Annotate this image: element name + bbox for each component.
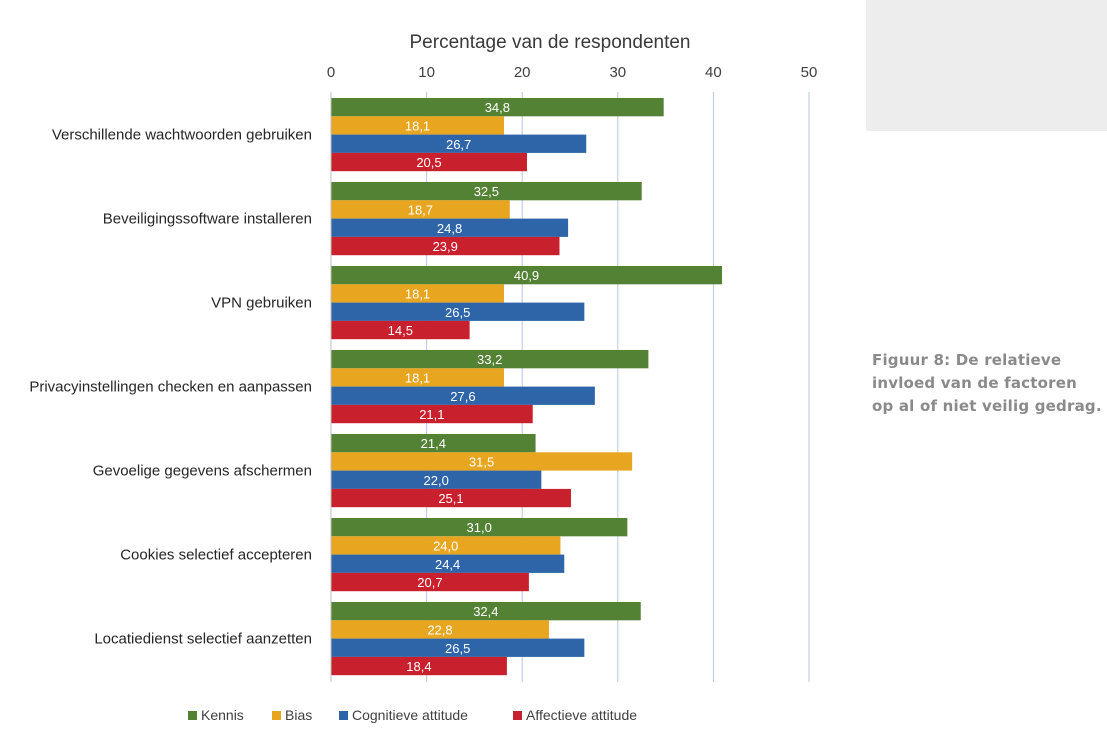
bar-kennis (331, 182, 642, 201)
legend-label: Kennis (201, 707, 244, 723)
bar-data-label: 18,1 (405, 286, 430, 301)
bar-cognitieve-attitude (331, 134, 587, 153)
bar-cognitieve-attitude (331, 218, 569, 237)
bar-bias (331, 284, 505, 303)
legend-swatch (339, 711, 348, 720)
bar-data-label: 22,0 (424, 473, 449, 488)
bar-bias (331, 200, 510, 219)
x-tick-label: 20 (514, 64, 531, 81)
bar-data-label: 21,1 (419, 407, 444, 422)
bar-data-label: 34,8 (485, 100, 510, 115)
category-label: Verschillende wachtwoorden gebruiken (52, 127, 312, 144)
bar-data-label: 20,5 (416, 155, 441, 170)
bar-data-label: 24,0 (433, 538, 458, 553)
bar-data-label: 26,5 (445, 641, 470, 656)
bar-bias (331, 536, 561, 555)
x-tick-label: 30 (609, 64, 626, 81)
x-tick-label: 0 (327, 64, 335, 81)
bar-cognitieve-attitude (331, 386, 595, 405)
bar-kennis (331, 434, 536, 453)
legend-swatch (272, 711, 281, 720)
bar-affectieve-attitude (331, 152, 527, 172)
bar-data-label: 20,7 (417, 575, 442, 590)
bar-affectieve-attitude (331, 320, 470, 340)
bar-bias (331, 116, 505, 135)
bar-affectieve-attitude (331, 404, 533, 424)
bar-data-label: 18,1 (405, 118, 430, 133)
x-tick-label: 10 (418, 64, 435, 81)
category-label: Cookies selectief accepteren (120, 547, 312, 564)
x-tick-label: 40 (705, 64, 722, 81)
bar-data-label: 24,8 (437, 221, 462, 236)
legend-swatch (188, 711, 197, 720)
bar-data-label: 26,5 (445, 305, 470, 320)
bar-data-label: 23,9 (433, 239, 458, 254)
bar-data-label: 31,0 (467, 520, 492, 535)
bar-affectieve-attitude (331, 236, 560, 256)
legend-label: Cognitieve attitude (352, 707, 468, 723)
bar-cognitieve-attitude (331, 302, 585, 321)
figure-caption: Figuur 8: De relatieve invloed van de fa… (872, 351, 1102, 415)
legend-label: Bias (285, 707, 312, 723)
bar-data-label: 40,9 (514, 268, 539, 283)
category-label: Gevoelige gegevens afschermen (93, 463, 312, 480)
bar-cognitieve-attitude (331, 638, 585, 657)
bar-data-label: 26,7 (446, 137, 471, 152)
grey-corner-box (866, 0, 1107, 131)
bar-kennis (331, 98, 664, 117)
bar-data-label: 18,7 (408, 202, 433, 217)
category-label: VPN gebruiken (211, 295, 312, 312)
bar-data-label: 24,4 (435, 557, 460, 572)
bar-bias (331, 368, 505, 387)
bar-affectieve-attitude (331, 656, 507, 676)
category-label: Locatiedienst selectief aanzetten (94, 631, 312, 648)
bar-data-label: 33,2 (477, 352, 502, 367)
bar-data-label: 21,4 (421, 436, 446, 451)
bar-kennis (331, 602, 641, 621)
x-tick-label: 50 (801, 64, 818, 81)
chart-title: Percentage van de respondenten (410, 32, 691, 53)
bar-bias (331, 452, 633, 471)
bar-data-label: 22,8 (427, 622, 452, 637)
bar-affectieve-attitude (331, 572, 529, 592)
bar-kennis (331, 350, 649, 369)
category-label: Privacyinstellingen checken en aanpassen (29, 379, 312, 396)
legend-label: Affectieve attitude (526, 707, 637, 723)
bar-bias (331, 620, 549, 639)
bar-kennis (331, 266, 723, 285)
bar-data-label: 18,4 (406, 659, 431, 674)
legend-swatch (513, 711, 522, 720)
bar-cognitieve-attitude (331, 554, 565, 573)
bar-data-label: 18,1 (405, 370, 430, 385)
bar-affectieve-attitude (331, 488, 571, 508)
bar-data-label: 27,6 (450, 389, 475, 404)
bar-data-label: 32,4 (473, 604, 498, 619)
category-label: Beveiligingssoftware installeren (103, 211, 312, 228)
bar-data-label: 25,1 (438, 491, 463, 506)
bar-data-label: 32,5 (474, 184, 499, 199)
bar-data-label: 31,5 (469, 454, 494, 469)
bar-data-label: 14,5 (388, 323, 413, 338)
bar-cognitieve-attitude (331, 470, 542, 489)
bar-kennis (331, 518, 628, 537)
